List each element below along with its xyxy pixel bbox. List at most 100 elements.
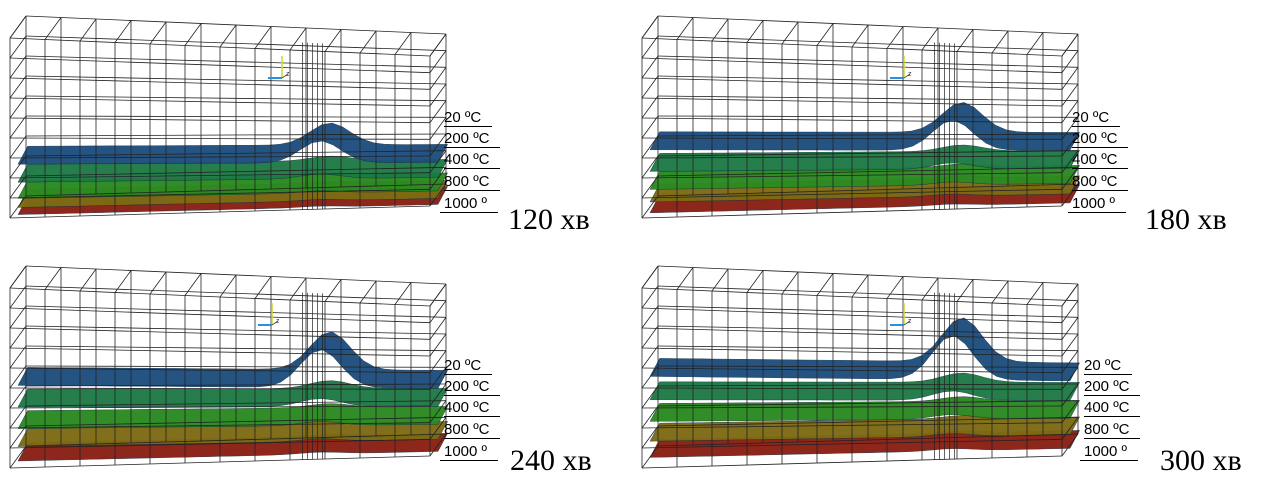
grid-line <box>641 115 659 139</box>
grid-line <box>1061 433 1079 457</box>
grid-line <box>394 32 412 55</box>
grid-line <box>9 15 27 39</box>
isotherm-leader-200 <box>1072 147 1128 148</box>
grid-line <box>9 365 27 389</box>
grid-line <box>9 387 431 390</box>
grid-line <box>1061 350 1079 373</box>
grid-line <box>25 55 447 68</box>
grid-line <box>9 385 27 409</box>
grid-line <box>9 55 27 79</box>
grid-line <box>25 75 447 85</box>
grid-line <box>641 405 1063 409</box>
grid-line <box>219 274 237 298</box>
isotherm-leader-400 <box>444 168 500 169</box>
grid-line <box>25 365 447 368</box>
grid-line <box>9 77 431 90</box>
grid-line <box>641 325 659 349</box>
axis-label: z <box>286 71 290 78</box>
grid-line <box>9 405 431 409</box>
grid-line <box>641 37 1063 57</box>
grid-line <box>991 280 1009 304</box>
isotherm-label-1000: 1000 º <box>444 195 488 212</box>
grid-line <box>641 175 659 199</box>
grid-line <box>956 279 974 302</box>
grid-line <box>1061 400 1079 423</box>
panel-120: z 20 ºC 200 ºC 400 ºC 800 ºC 1000 º 120 … <box>0 0 632 239</box>
grid-line <box>25 15 447 35</box>
grid-line <box>254 276 272 299</box>
grid-line <box>641 195 659 219</box>
isotherm-leader-400 <box>1084 416 1140 417</box>
isotherm-label-400: 400 ºC <box>1084 399 1130 416</box>
axis-z-icon <box>271 320 279 326</box>
isotherm-leader-1000 <box>440 212 498 213</box>
grid-line <box>1061 367 1079 390</box>
model-view: z <box>641 15 1080 219</box>
isosurface-1 <box>649 372 1080 401</box>
isotherm-label-1000: 1000 º <box>1072 195 1116 212</box>
axis-z-icon <box>281 73 289 79</box>
grid-line <box>9 347 431 357</box>
grid-line <box>641 327 1063 340</box>
isotherm-label-20: 20 ºC <box>444 357 482 374</box>
grid-line <box>641 97 1063 107</box>
grid-line <box>956 29 974 52</box>
grid-line <box>9 455 431 469</box>
grid-line <box>641 55 659 79</box>
grid-line <box>9 438 431 449</box>
grid-line <box>641 95 659 119</box>
time-label: 180 хв <box>1145 203 1227 236</box>
grid-line <box>9 117 431 124</box>
grid-line <box>657 55 1079 68</box>
grid-line <box>641 75 659 99</box>
grid-line <box>641 455 1063 469</box>
grid-line <box>641 135 659 159</box>
grid-line <box>641 265 659 289</box>
grid-line <box>641 188 1063 199</box>
grid-line <box>641 285 659 309</box>
isotherm-leader-20 <box>1072 126 1120 127</box>
grid-line <box>641 117 1063 124</box>
grid-line <box>711 18 729 42</box>
grid-line <box>429 417 447 440</box>
grid-line <box>641 57 1063 74</box>
isotherm-label-800: 800 ºC <box>1084 421 1130 438</box>
grid-line <box>9 137 431 140</box>
grid-line <box>9 265 27 289</box>
grid-line <box>9 285 27 309</box>
grid-line <box>641 137 1063 140</box>
grid-line <box>429 117 447 140</box>
grid-line <box>886 276 904 299</box>
isosurface-0 <box>649 317 1080 382</box>
isotherm-leader-1000 <box>1080 460 1138 461</box>
grid-line <box>641 385 659 409</box>
grid-line <box>25 35 447 52</box>
model-view: z <box>9 265 448 469</box>
isosurface-0 <box>17 122 448 165</box>
isotherm-label-400: 400 ºC <box>444 151 490 168</box>
isotherm-leader-200 <box>444 395 500 396</box>
axis-label: z <box>908 71 912 78</box>
grid-line <box>641 422 1063 429</box>
grid-line <box>1061 383 1079 407</box>
isotherm-leader-1000 <box>1068 212 1126 213</box>
grid-line <box>9 115 27 139</box>
grid-line <box>1061 67 1079 90</box>
grid-line <box>1061 167 1079 190</box>
grid-line <box>1026 282 1044 305</box>
grid-line <box>657 383 1079 387</box>
grid-line <box>324 29 342 52</box>
grid-line <box>9 57 431 74</box>
grid-line <box>9 37 431 57</box>
axis-label: z <box>276 318 280 325</box>
isotherm-label-400: 400 ºC <box>1072 151 1118 168</box>
grid-line <box>641 445 659 469</box>
grid-line <box>1061 183 1079 207</box>
isotherm-leader-800 <box>1084 438 1140 439</box>
grid-line <box>79 18 97 42</box>
grid-line <box>9 135 27 159</box>
grid-line <box>676 17 694 40</box>
grid-line <box>9 195 27 219</box>
grid-line <box>359 30 377 54</box>
grid-line <box>1061 300 1079 323</box>
